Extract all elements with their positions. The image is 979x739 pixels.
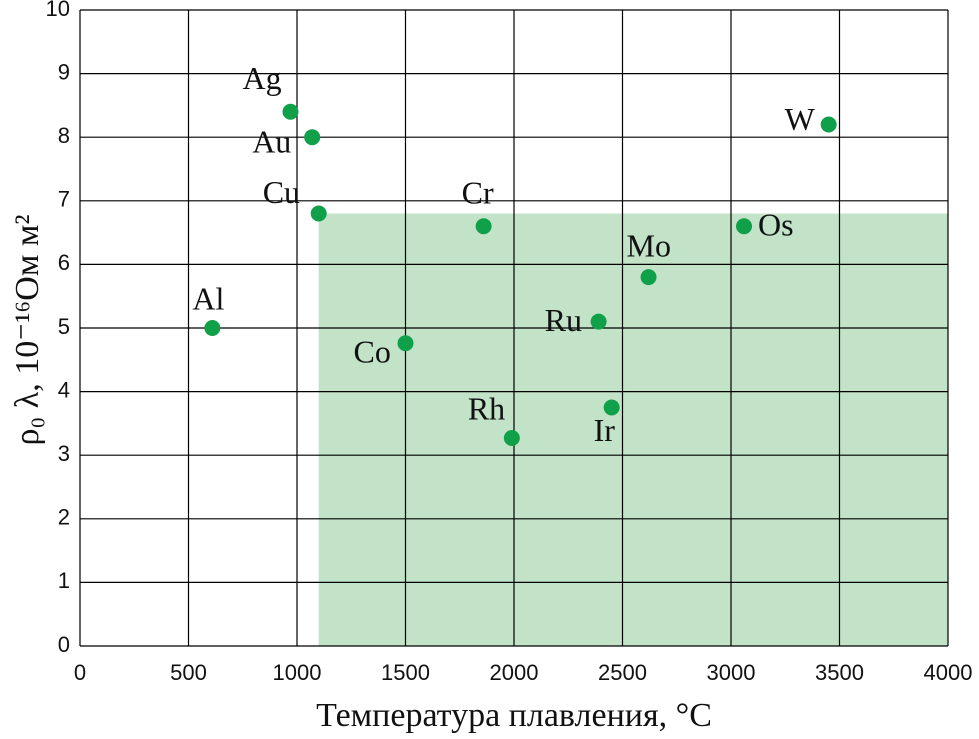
point bbox=[475, 218, 492, 235]
point bbox=[282, 103, 299, 120]
point bbox=[590, 313, 607, 330]
point-label: Rh bbox=[468, 390, 505, 426]
point bbox=[310, 205, 327, 222]
point-label: Mo bbox=[627, 227, 671, 263]
point bbox=[820, 116, 837, 133]
y-tick-label: 3 bbox=[58, 441, 70, 466]
x-tick-label: 0 bbox=[74, 660, 86, 685]
point-label: Co bbox=[354, 334, 391, 370]
x-tick-label: 4000 bbox=[924, 660, 973, 685]
point bbox=[304, 129, 321, 146]
point-label: Cr bbox=[462, 175, 494, 211]
point-label: Au bbox=[252, 124, 291, 160]
point bbox=[736, 218, 753, 235]
x-tick-label: 1500 bbox=[381, 660, 430, 685]
point-label: W bbox=[785, 101, 816, 137]
point-label: Ag bbox=[242, 60, 281, 96]
point-label: Ru bbox=[545, 302, 582, 338]
y-axis-label: ρ₀ λ, 10⁻¹⁶Ом м² bbox=[9, 214, 46, 445]
x-tick-label: 2500 bbox=[598, 660, 647, 685]
point bbox=[503, 430, 520, 447]
point-label: Os bbox=[758, 207, 794, 243]
x-tick-label: 500 bbox=[170, 660, 207, 685]
point bbox=[640, 269, 657, 286]
shaded-region bbox=[318, 213, 948, 646]
y-tick-label: 0 bbox=[58, 632, 70, 657]
y-tick-label: 5 bbox=[58, 314, 70, 339]
y-tick-label: 7 bbox=[58, 187, 70, 212]
y-tick-label: 8 bbox=[58, 123, 70, 148]
x-tick-label: 1000 bbox=[273, 660, 322, 685]
y-tick-label: 2 bbox=[58, 505, 70, 530]
y-tick-label: 10 bbox=[46, 0, 70, 21]
point-label: Cu bbox=[263, 174, 300, 210]
point bbox=[204, 320, 221, 336]
y-tick-label: 6 bbox=[58, 250, 70, 275]
y-tick-label: 4 bbox=[58, 377, 70, 402]
point-label: Ir bbox=[594, 412, 616, 448]
point-label: Al bbox=[192, 280, 224, 316]
point bbox=[397, 335, 414, 352]
x-tick-label: 3000 bbox=[707, 660, 756, 685]
y-tick-label: 1 bbox=[58, 568, 70, 593]
x-tick-label: 2000 bbox=[490, 660, 539, 685]
point bbox=[603, 399, 620, 416]
x-axis-label: Температура плавления, °С bbox=[316, 697, 712, 734]
y-tick-label: 9 bbox=[58, 59, 70, 84]
x-tick-label: 3500 bbox=[815, 660, 864, 685]
